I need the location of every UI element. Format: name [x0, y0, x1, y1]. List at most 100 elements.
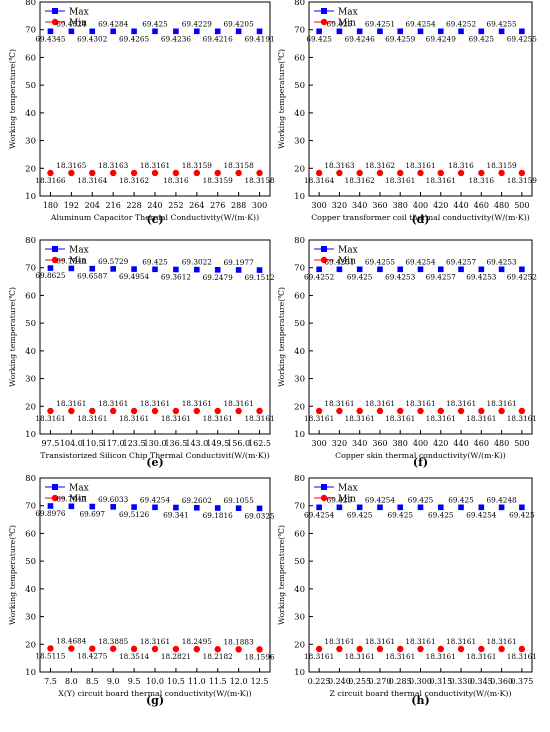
- x-tick-label: 320: [332, 439, 347, 448]
- data-label: 18.3161: [446, 637, 476, 646]
- data-label: 69.425: [306, 34, 332, 43]
- data-label: 69.4257: [446, 257, 477, 266]
- x-axis-title: Aluminum Capacitor Thermal Conductivity(…: [50, 213, 259, 222]
- y-tick-label: 80: [25, 236, 36, 246]
- data-label: 18.3161: [405, 637, 435, 646]
- data-point-min: [151, 645, 159, 653]
- data-point-max: [437, 504, 444, 511]
- data-point-max: [397, 504, 404, 511]
- data-label: 18.3885: [98, 637, 129, 646]
- data-point-min: [498, 407, 505, 415]
- y-tick-label: 50: [294, 319, 305, 329]
- x-tick-label: 460: [474, 439, 489, 448]
- chart-panel: 10 20 30 40 50 60 70 80 97.5 104.0110.5117.0123.5…: [8, 236, 275, 469]
- y-tick-label: 70: [294, 502, 305, 512]
- x-tick-label: 480: [494, 439, 509, 448]
- data-point-min: [130, 407, 138, 415]
- data-point-max: [316, 266, 322, 273]
- legend-marker-circle: [51, 18, 59, 26]
- data-point-max: [397, 266, 404, 273]
- y-tick-label: 20: [25, 402, 36, 412]
- y-tick-label: 80: [294, 236, 305, 246]
- legend-label: Min: [338, 495, 356, 505]
- data-label: 18.5115: [35, 651, 66, 660]
- data-label: 69.425: [428, 510, 454, 519]
- legend-marker-square: [321, 8, 327, 14]
- x-tick-label: 156.0: [227, 439, 250, 448]
- data-point-max: [458, 266, 464, 273]
- x-tick-label: 500: [514, 201, 529, 210]
- x-tick-label: 0.300: [409, 677, 432, 686]
- data-label: 69.697: [79, 510, 105, 519]
- data-point-max: [256, 267, 263, 273]
- data-point-min: [356, 645, 363, 653]
- data-point-min: [256, 407, 263, 415]
- data-point-min: [315, 169, 323, 177]
- data-point-max: [235, 267, 242, 273]
- data-label: 69.341: [163, 511, 189, 520]
- y-tick-label: 30: [25, 137, 36, 147]
- data-point-max: [437, 28, 444, 35]
- data-label: 18.3161: [77, 414, 107, 423]
- x-tick-label: 264: [189, 201, 204, 210]
- data-label: 69.8625: [35, 271, 66, 280]
- legend-label: Max: [338, 484, 358, 494]
- y-tick-label: 60: [294, 529, 305, 539]
- data-label: 18.3161: [304, 652, 334, 661]
- x-tick-label: 8.0: [65, 677, 78, 686]
- data-point-min: [47, 645, 54, 652]
- data-label: 18.3161: [365, 637, 395, 646]
- data-label: 18.3161: [119, 414, 149, 423]
- data-point-max: [417, 266, 424, 273]
- y-tick-label: 40: [294, 585, 305, 595]
- panel-letter: (f): [413, 456, 428, 469]
- data-label: 18.3161: [405, 399, 435, 408]
- chart-panel: 10 20 30 40 50 60 70 80 180 192 204 216 228 240 252 264…: [8, 0, 275, 226]
- data-label: 18.3161: [98, 399, 128, 408]
- panel-letter: (c): [146, 213, 163, 226]
- data-point-max: [68, 28, 75, 35]
- data-label: 69.4249: [426, 34, 457, 43]
- data-label: 69.5729: [98, 257, 129, 266]
- data-label: 18.3161: [345, 414, 375, 423]
- y-tick-label: 60: [25, 53, 36, 63]
- data-label: 18.3161: [324, 399, 354, 408]
- data-label: 18.3161: [507, 414, 537, 423]
- y-tick-label: 50: [25, 319, 36, 329]
- x-tick-label: 360: [372, 439, 387, 448]
- x-tick-label: 12.5: [251, 677, 269, 686]
- data-point-max: [110, 504, 116, 510]
- data-label: 18.3161: [224, 399, 254, 408]
- data-point-min: [172, 407, 180, 415]
- x-tick-label: 228: [126, 201, 141, 210]
- y-tick-label: 50: [294, 557, 305, 567]
- data-point-max: [316, 28, 322, 35]
- data-point-min: [478, 407, 485, 415]
- data-point-max: [214, 505, 221, 511]
- data-label: 69.4265: [119, 34, 150, 43]
- data-label: 69.4216: [203, 34, 234, 43]
- x-tick-label: 204: [85, 201, 100, 210]
- data-label: 18.4275: [77, 652, 108, 661]
- data-label: 69.3612: [161, 272, 191, 281]
- y-tick-label: 50: [25, 81, 36, 91]
- x-tick-label: 0.255: [348, 677, 371, 686]
- y-tick-label: 80: [294, 474, 305, 484]
- x-tick-label: 143.0: [185, 439, 208, 448]
- y-tick-label: 20: [294, 640, 305, 650]
- data-label: 69.4255: [507, 34, 538, 43]
- data-label: 69.4254: [405, 19, 436, 28]
- data-label: 18.3161: [426, 176, 456, 185]
- data-label: 69.4284: [98, 19, 129, 28]
- data-point-min: [498, 169, 505, 177]
- data-label: 18.3161: [140, 161, 170, 170]
- data-point-min: [172, 169, 180, 177]
- data-label: 69.1055: [224, 496, 255, 505]
- y-tick-label: 60: [294, 53, 305, 63]
- data-label: 69.4229: [182, 19, 213, 28]
- y-tick-label: 70: [25, 26, 36, 36]
- data-label: 18.3162: [345, 176, 375, 185]
- data-label: 69.4236: [161, 34, 192, 43]
- data-label: 69.4259: [385, 34, 416, 43]
- data-point-min: [315, 407, 323, 415]
